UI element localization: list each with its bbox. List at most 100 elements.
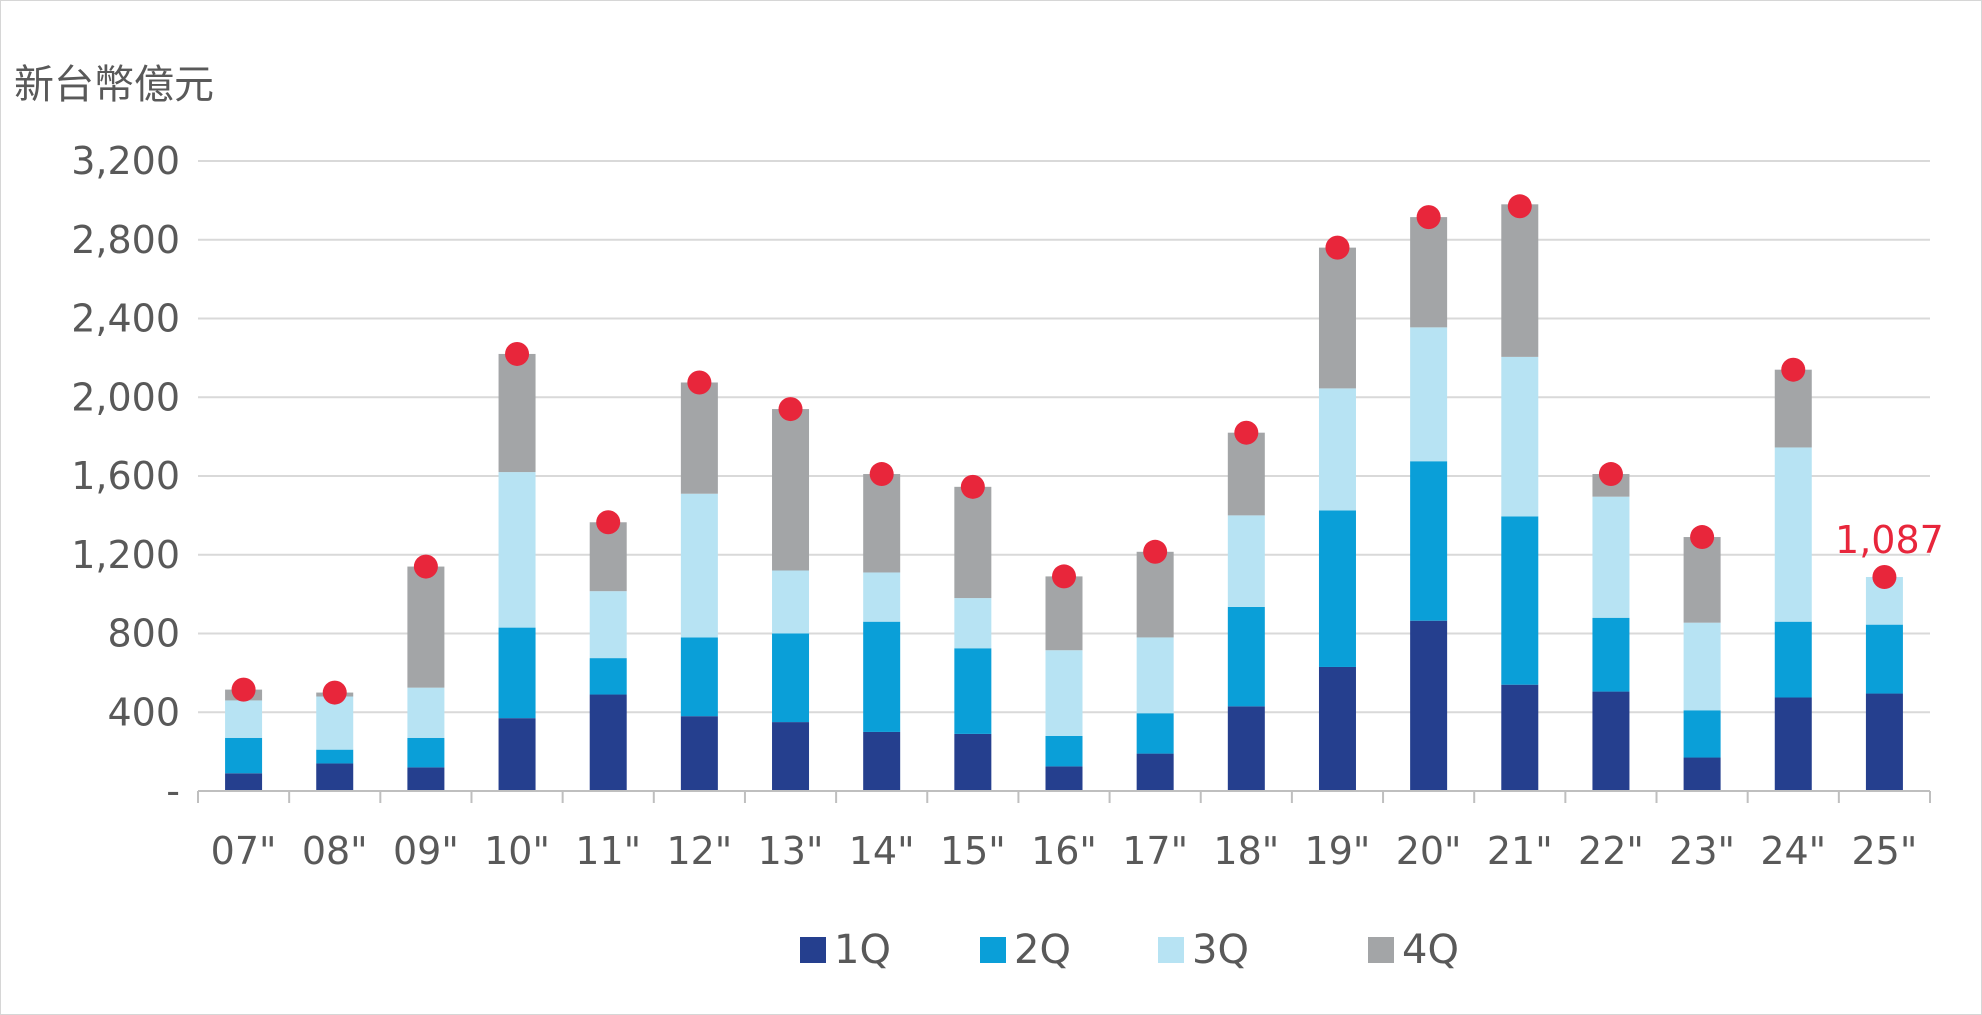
bar-segment-3Q: [1592, 496, 1630, 618]
bar-segment-4Q: [772, 409, 810, 571]
bar-segment-1Q: [1865, 693, 1903, 791]
bar-segment-3Q: [589, 591, 627, 659]
bar-segment-1Q: [225, 773, 263, 791]
bar-segment-3Q: [225, 700, 263, 738]
x-axis: [197, 790, 1931, 803]
x-tick-label: 17": [1122, 829, 1188, 873]
total-marker: [231, 677, 256, 702]
bar-segment-2Q: [863, 621, 901, 732]
bar-segment-1Q: [589, 694, 627, 791]
x-axis-ticks: 07" 08" 09" 10" 11" 12" 13" 14" 15" 16" 17" 18" 19" 2…: [211, 829, 1918, 873]
bar-segment-4Q: [1136, 551, 1174, 638]
legend-swatch: [800, 937, 826, 963]
legend-swatch: [1158, 937, 1184, 963]
bar-segment-3Q: [1136, 637, 1174, 714]
bar-segment-1Q: [772, 722, 810, 791]
bar-segment-1Q: [316, 763, 354, 791]
total-marker: [869, 462, 894, 487]
bar-segment-2Q: [1045, 735, 1083, 767]
bar-segment-4Q: [1045, 576, 1083, 651]
y-tick-label: 2,000: [71, 375, 180, 419]
total-marker: [687, 370, 712, 395]
total-data-label: 1,087: [1835, 518, 1944, 562]
x-tick-label: 14": [849, 829, 915, 873]
bar-segment-2Q: [680, 637, 718, 717]
bar-segment-2Q: [1683, 710, 1721, 758]
legend: 1Q 2Q 3Q 4Q: [0, 920, 1982, 980]
y-tick-label: 2,400: [71, 297, 180, 341]
x-tick-label: 20": [1396, 829, 1462, 873]
bar-segment-1Q: [1227, 706, 1265, 791]
total-marker: [505, 341, 530, 366]
total-marker: [1234, 420, 1259, 445]
total-marker: [1507, 194, 1532, 219]
bar-segment-1Q: [1683, 757, 1721, 791]
bar-segment-3Q: [863, 572, 901, 622]
bar-segment-3Q: [498, 472, 536, 628]
x-tick-label: 08": [302, 829, 368, 873]
bar-segment-2Q: [1501, 516, 1539, 685]
x-tick-label: 19": [1305, 829, 1371, 873]
bar-segment-4Q: [407, 566, 445, 688]
y-tick-label: -: [166, 769, 180, 813]
y-tick-label: 800: [107, 612, 180, 656]
total-marker: [1781, 357, 1806, 382]
legend-label: 1Q: [834, 927, 891, 973]
bar-segment-4Q: [1318, 247, 1356, 389]
bars: [225, 204, 1903, 791]
total-marker: [1052, 564, 1076, 589]
bar-segment-1Q: [498, 718, 536, 791]
bar-segment-1Q: [1410, 620, 1448, 791]
bar-segment-4Q: [680, 382, 718, 494]
stacked-bar-chart: - 400 800 1,200 1,600 2,000 2,400 2,800 3,200 07…: [71, 139, 1944, 873]
total-marker: [960, 474, 985, 499]
x-tick-label: 13": [758, 829, 824, 873]
bar-segment-3Q: [954, 598, 992, 649]
y-tick-label: 1,200: [71, 533, 180, 577]
legend-item-2Q: 2Q: [980, 920, 1071, 980]
x-tick-label: 25": [1851, 829, 1917, 873]
bar-segment-2Q: [1865, 624, 1903, 694]
x-tick-label: 12": [666, 829, 732, 873]
bar-segment-2Q: [1410, 461, 1448, 621]
x-tick-label: 10": [484, 829, 550, 873]
bar-segment-3Q: [1045, 650, 1083, 736]
bar-segment-3Q: [1501, 356, 1539, 517]
bar-segment-4Q: [954, 486, 992, 599]
total-marker: [1416, 205, 1441, 230]
gridlines: [198, 160, 1930, 714]
total-marker: [778, 397, 803, 422]
total-marker: [596, 510, 621, 535]
x-tick-label: 15": [940, 829, 1006, 873]
bar-segment-2Q: [772, 633, 810, 723]
bar-segment-4Q: [1501, 204, 1539, 357]
y-tick-label: 3,200: [71, 139, 180, 183]
x-tick-label: 09": [393, 829, 459, 873]
x-tick-label: 22": [1578, 829, 1644, 873]
total-marker: [1872, 564, 1897, 589]
x-tick-label: 16": [1031, 829, 1097, 873]
legend-item-1Q: 1Q: [800, 920, 891, 980]
x-tick-label: 21": [1487, 829, 1553, 873]
bar-segment-2Q: [1318, 510, 1356, 667]
bar-segment-1Q: [1592, 691, 1630, 791]
bar-segment-1Q: [407, 767, 445, 791]
bar-segment-1Q: [1501, 684, 1539, 791]
bar-segment-3Q: [1774, 447, 1812, 622]
total-marker: [1325, 235, 1350, 260]
bar-segment-1Q: [1136, 753, 1174, 791]
annotations: 1,087: [1835, 518, 1944, 562]
legend-swatch: [980, 937, 1006, 963]
bar-segment-2Q: [498, 627, 536, 719]
total-marker: [413, 554, 438, 579]
bar-segment-3Q: [680, 493, 718, 638]
legend-swatch: [1368, 937, 1394, 963]
legend-label: 4Q: [1402, 927, 1459, 973]
y-axis-ticks: - 400 800 1,200 1,600 2,000 2,400 2,800 3,200: [71, 139, 180, 813]
y-tick-label: 1,600: [71, 454, 180, 498]
bar-segment-3Q: [1227, 515, 1265, 607]
bar-segment-4Q: [1227, 432, 1265, 516]
bar-segment-2Q: [407, 737, 445, 768]
total-marker: [1598, 462, 1623, 487]
bar-segment-2Q: [1136, 713, 1174, 754]
